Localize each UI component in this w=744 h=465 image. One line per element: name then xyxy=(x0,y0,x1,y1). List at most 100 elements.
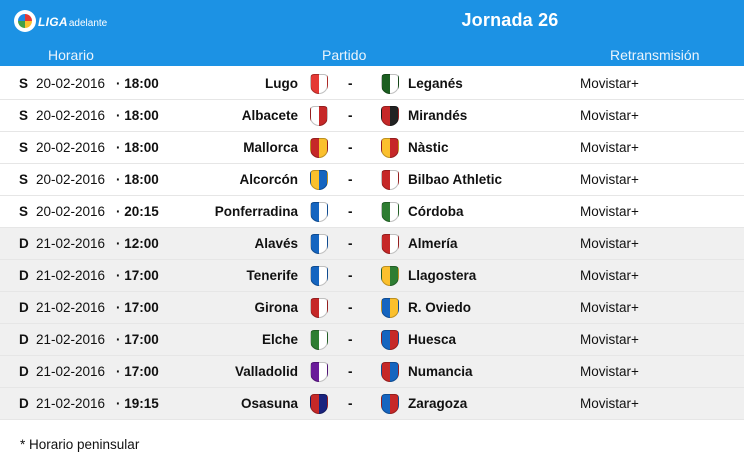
away-team: Zaragoza xyxy=(408,396,468,411)
broadcaster: Movistar+ xyxy=(580,236,639,251)
away-team-crest-icon xyxy=(381,202,399,222)
table-row: S 20-02-2016 · 18:00 Lugo - Leganés Movistar+ xyxy=(0,68,744,100)
broadcaster: Movistar+ xyxy=(580,76,639,91)
match-day: S xyxy=(19,204,29,219)
home-team: Mallorca xyxy=(243,140,298,155)
match-date: 20-02-2016 xyxy=(36,140,106,155)
home-team-crest-icon xyxy=(310,330,328,350)
away-team: Numancia xyxy=(408,364,473,379)
liga-adelante-logo: LIGAadelante xyxy=(10,6,120,36)
broadcaster: Movistar+ xyxy=(580,268,639,283)
match-day: D xyxy=(19,396,29,411)
column-header-horario: Horario xyxy=(48,47,94,63)
away-team-crest-icon xyxy=(381,330,399,350)
match-day: D xyxy=(19,332,29,347)
away-team-crest-icon xyxy=(381,138,399,158)
match-separator: - xyxy=(348,140,353,155)
match-separator: - xyxy=(348,236,353,251)
match-separator: - xyxy=(348,364,353,379)
away-team-crest-icon xyxy=(381,362,399,382)
match-day: S xyxy=(19,108,29,123)
away-team: Almería xyxy=(408,236,458,251)
home-team-crest-icon xyxy=(310,298,328,318)
match-separator: - xyxy=(348,300,353,315)
broadcaster: Movistar+ xyxy=(580,140,639,155)
home-team: Alcorcón xyxy=(239,172,298,187)
logo-text-liga: LIGA xyxy=(38,15,68,29)
match-separator: - xyxy=(348,396,353,411)
away-team: Bilbao Athletic xyxy=(408,172,503,187)
away-team-crest-icon xyxy=(381,234,399,254)
match-date: 21-02-2016 xyxy=(36,236,106,251)
match-day: D xyxy=(19,364,29,379)
match-separator: - xyxy=(348,76,353,91)
match-separator: - xyxy=(348,172,353,187)
match-date: 20-02-2016 xyxy=(36,172,106,187)
match-time: · 17:00 xyxy=(116,268,159,283)
home-team: Tenerife xyxy=(246,268,298,283)
table-row: D 21-02-2016 · 19:15 Osasuna - Zaragoza Movist… xyxy=(0,388,744,420)
table-row: S 20-02-2016 · 18:00 Albacete - Mirandés Movis… xyxy=(0,100,744,132)
page-title: Jornada 26 xyxy=(461,10,559,30)
broadcaster: Movistar+ xyxy=(580,332,639,347)
table-row: S 20-02-2016 · 18:00 Alcorcón - Bilbao Athlet… xyxy=(0,164,744,196)
home-team-crest-icon xyxy=(310,394,328,414)
match-date: 21-02-2016 xyxy=(36,300,106,315)
away-team-crest-icon xyxy=(381,74,399,94)
away-team: R. Oviedo xyxy=(408,300,472,315)
footnote: * Horario peninsular xyxy=(20,437,140,452)
column-header-partido: Partido xyxy=(322,47,367,63)
match-day: S xyxy=(19,140,29,155)
match-separator: - xyxy=(348,204,353,219)
match-day: S xyxy=(19,172,29,187)
column-header-retransmision: Retransmisión xyxy=(610,47,700,63)
table-row: D 21-02-2016 · 17:00 Girona - R. Oviedo Movist… xyxy=(0,292,744,324)
match-time: · 17:00 xyxy=(116,300,159,315)
match-time: · 18:00 xyxy=(116,108,159,123)
table-row: D 21-02-2016 · 12:00 Alavés - Almería Movistar… xyxy=(0,228,744,260)
broadcaster: Movistar+ xyxy=(580,364,639,379)
table-row: S 20-02-2016 · 18:00 Mallorca - Nàstic Movista… xyxy=(0,132,744,164)
table-row: D 21-02-2016 · 17:00 Tenerife - Llagostera Mov… xyxy=(0,260,744,292)
match-time: · 18:00 xyxy=(116,76,159,91)
away-team-crest-icon xyxy=(381,394,399,414)
away-team-crest-icon xyxy=(381,298,399,318)
away-team-crest-icon xyxy=(381,106,399,126)
match-time: · 17:00 xyxy=(116,364,159,379)
away-team: Llagostera xyxy=(408,268,477,283)
match-date: 21-02-2016 xyxy=(36,364,106,379)
away-team: Leganés xyxy=(408,76,463,91)
broadcaster: Movistar+ xyxy=(580,204,639,219)
match-date: 20-02-2016 xyxy=(36,76,106,91)
match-day: D xyxy=(19,236,29,251)
match-time: · 18:00 xyxy=(116,140,159,155)
match-time: · 20:15 xyxy=(116,204,159,219)
away-team: Córdoba xyxy=(408,204,464,219)
header-bar: LIGAadelante Jornada 26 Horario Partido … xyxy=(0,0,744,66)
away-team: Huesca xyxy=(408,332,457,347)
match-date: 21-02-2016 xyxy=(36,268,106,283)
home-team-crest-icon xyxy=(310,170,328,190)
logo-text-adelante: adelante xyxy=(68,18,108,29)
away-team-crest-icon xyxy=(381,170,399,190)
liga-ball-icon xyxy=(14,10,36,32)
broadcaster: Movistar+ xyxy=(580,172,639,187)
home-team: Ponferradina xyxy=(214,204,298,219)
match-date: 20-02-2016 xyxy=(36,108,106,123)
home-team: Girona xyxy=(254,300,298,315)
table-row: D 21-02-2016 · 17:00 Elche - Huesca Movistar+ xyxy=(0,324,744,356)
broadcaster: Movistar+ xyxy=(580,108,639,123)
home-team-crest-icon xyxy=(310,362,328,382)
table-row: S 20-02-2016 · 20:15 Ponferradina - Córdoba Mo… xyxy=(0,196,744,228)
match-date: 21-02-2016 xyxy=(36,396,106,411)
home-team: Elche xyxy=(261,332,298,347)
home-team-crest-icon xyxy=(310,74,328,94)
match-date: 20-02-2016 xyxy=(36,204,106,219)
table-row: D 21-02-2016 · 17:00 Valladolid - Numancia Mov… xyxy=(0,356,744,388)
away-team: Nàstic xyxy=(408,140,449,155)
match-day: D xyxy=(19,300,29,315)
broadcaster: Movistar+ xyxy=(580,396,639,411)
broadcaster: Movistar+ xyxy=(580,300,639,315)
match-day: S xyxy=(19,76,29,91)
match-separator: - xyxy=(348,108,353,123)
